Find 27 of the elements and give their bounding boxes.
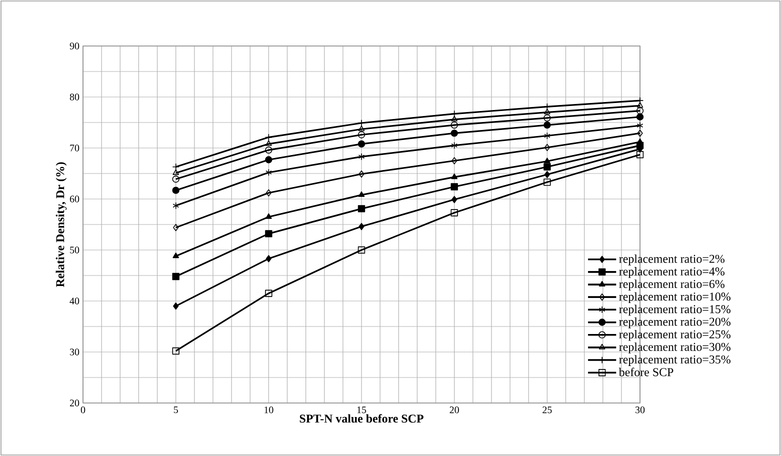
legend-label: replacement ratio=10% [619, 292, 730, 304]
legend-label: replacement ratio=20% [619, 317, 730, 328]
x-tick-label: 15 [357, 406, 366, 414]
legend-label: replacement ratio=2% [619, 254, 724, 266]
legend-label: replacement ratio=4% [619, 267, 724, 278]
legend-label: replacement ratio=35% [619, 355, 730, 366]
x-tick-label: 5 [174, 406, 178, 414]
y-axis-title: Relative Density, Dr (%) [56, 162, 67, 288]
x-axis-title: SPT-N value before SCP [300, 414, 424, 423]
x-tick-label: 25 [542, 406, 552, 414]
legend-label: replacement ratio=6% [619, 280, 724, 290]
legend-label: replacement ratio=30% [619, 342, 730, 354]
y-tick-label: 90 [70, 42, 80, 50]
legend-label: replacement ratio=25% [619, 330, 730, 341]
legend-label: before SCP [618, 368, 674, 376]
y-tick-label: 50 [70, 246, 80, 254]
y-tick-label: 80 [70, 94, 80, 100]
legend-label: replacement ratio=15% [619, 304, 730, 316]
x-tick-label: 10 [264, 406, 274, 414]
y-tick-label: 70 [70, 144, 80, 152]
y-tick-label: 60 [70, 196, 80, 202]
x-tick-label: 0 [80, 406, 86, 414]
y-tick-label: 30 [70, 348, 80, 356]
x-tick-label: 20 [450, 406, 459, 414]
y-tick-label: 20 [70, 400, 80, 406]
y-tick-label: 40 [70, 298, 80, 304]
x-tick-label: 30 [636, 406, 645, 414]
